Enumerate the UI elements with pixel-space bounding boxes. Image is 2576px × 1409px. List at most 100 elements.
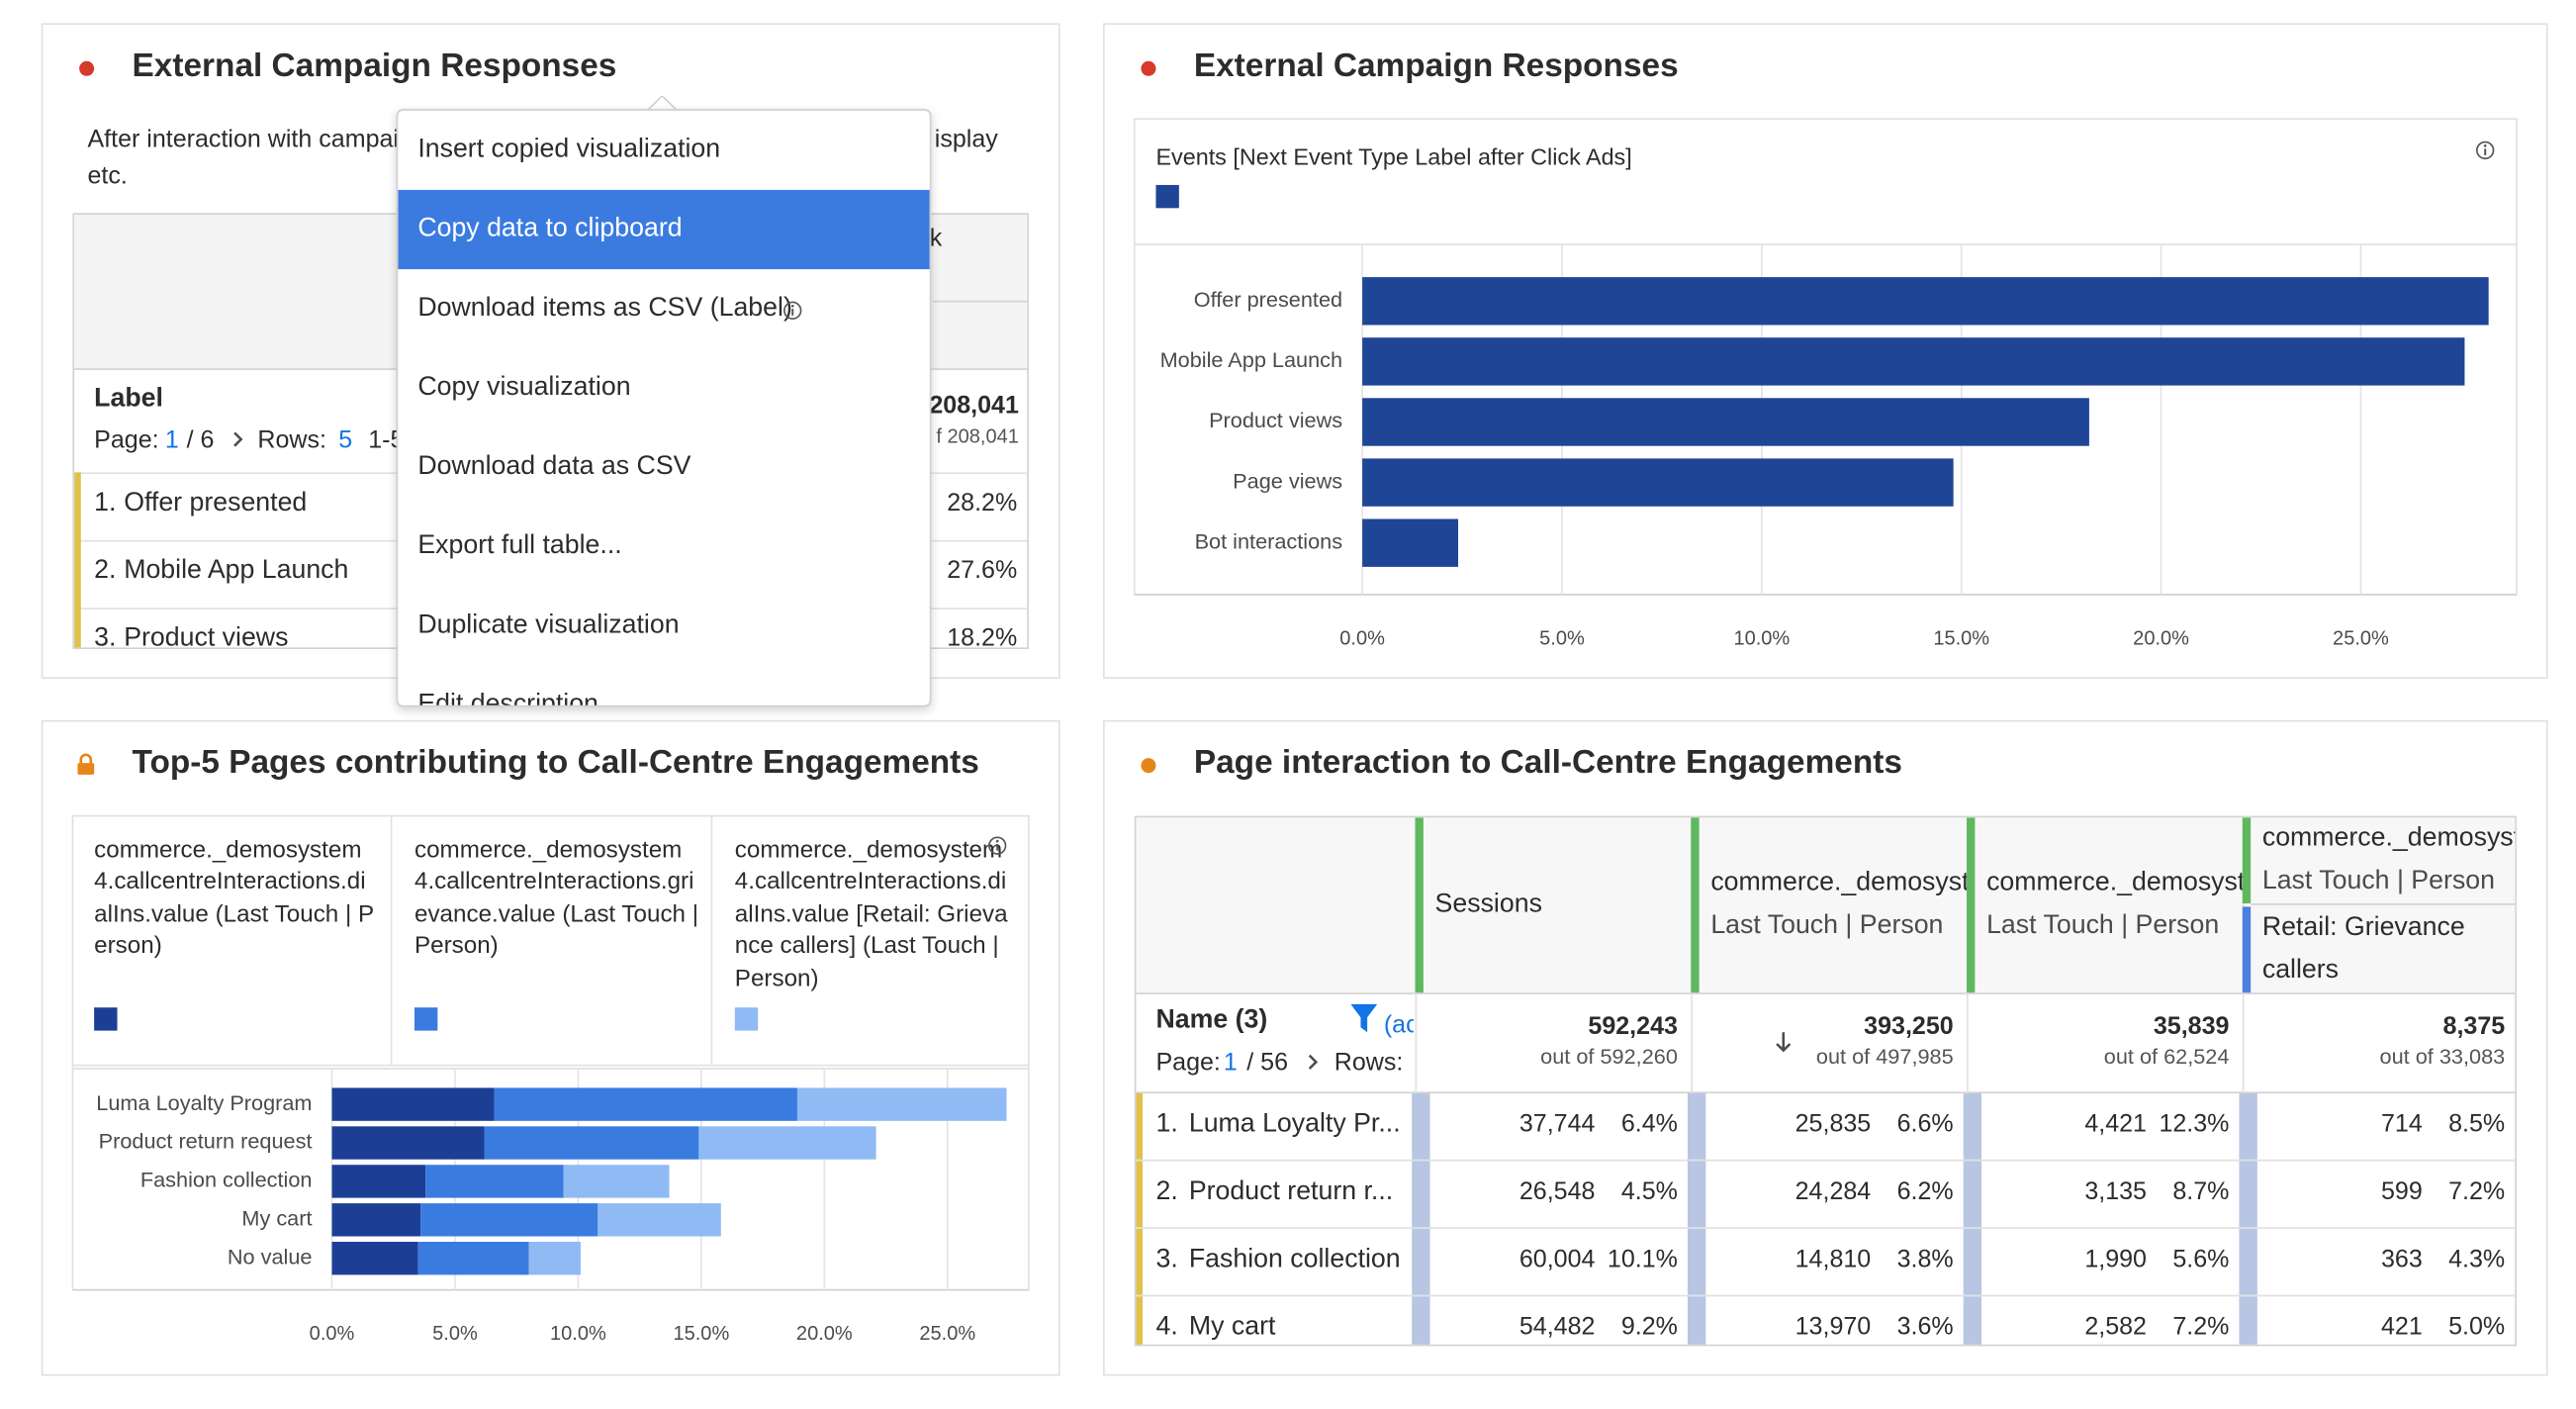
description: isplay: [934, 125, 998, 154]
page-label: Page:: [1155, 1048, 1221, 1078]
menu-item-label[interactable]: Copy data to clipboard: [417, 214, 683, 243]
cell-bar: [1412, 1093, 1430, 1160]
legend-label: Events [Next Event Type Label after Clic…: [1155, 143, 1631, 169]
menu-item[interactable]: Edit description: [398, 666, 929, 707]
row-label: Luma Loyalty Pr...: [1188, 1109, 1401, 1139]
info-ring: [2476, 141, 2495, 160]
cell-percent: 8.7%: [2172, 1177, 2230, 1206]
menu-item-label[interactable]: Download data as CSV: [417, 452, 691, 481]
menu-caret: [647, 95, 678, 112]
divider: [1136, 992, 2516, 994]
menu-item[interactable]: Download items as CSV (Label): [398, 269, 929, 348]
category-label: Offer presented: [1194, 287, 1342, 312]
context-menu: Insert copied visualization Copy data to …: [396, 109, 932, 707]
bar: [1362, 337, 2465, 386]
menu-item[interactable]: Insert copied visualization: [398, 111, 929, 190]
menu-item[interactable]: Duplicate visualization: [398, 587, 929, 666]
bar: [331, 1203, 421, 1237]
column-header-text: commerce._demosyste: [2261, 823, 2517, 853]
page-count: / 6: [186, 425, 215, 455]
cell-bar: [1687, 1161, 1706, 1228]
page-number[interactable]: 1: [164, 425, 179, 455]
filter-shape: [1350, 1003, 1378, 1033]
cell-bar: [1412, 1296, 1430, 1345]
menu-item-label[interactable]: Copy visualization: [417, 373, 631, 402]
column-divider: [2242, 817, 2245, 1345]
cell-value: 4,421: [2084, 1109, 2147, 1139]
page-count: / 56: [1246, 1048, 1289, 1078]
column-header-text: Last Touch | Person: [1710, 911, 1944, 940]
cell-percent: 4.5%: [1620, 1177, 1678, 1206]
row-rank: 2.: [1155, 1177, 1178, 1206]
page-number[interactable]: 1: [1223, 1048, 1238, 1078]
bar: [563, 1165, 670, 1198]
menu-item[interactable]: Export full table...: [398, 507, 929, 586]
info-dot: [2483, 144, 2487, 147]
column-header: commerce._demosyste Last Touch | Person: [1986, 817, 2243, 992]
table: Sessions commerce._demosyste Last Touch | …: [1134, 815, 2517, 1347]
panel-title: External Campaign Responses: [1193, 47, 1679, 85]
cell-bar: [2239, 1161, 2257, 1228]
description: etc.: [87, 161, 128, 190]
row-percent: 27.6%: [947, 556, 1018, 585]
legend-label: commerce._demosystem4.callcentreInteract…: [414, 837, 699, 961]
bar: [1362, 458, 1954, 507]
menu-item-label[interactable]: Edit description: [417, 690, 598, 707]
menu-item-label[interactable]: Export full table...: [417, 531, 622, 560]
row-label: Product return r...: [1188, 1177, 1394, 1206]
cell-percent: 10.1%: [1607, 1245, 1678, 1273]
cell-value: 599: [2380, 1177, 2423, 1206]
total-value: 592,243: [1588, 1012, 1678, 1041]
status-dot: [1141, 758, 1156, 774]
rows-label: Rows:: [257, 425, 326, 455]
x-tick-label: 0.0%: [310, 1323, 355, 1345]
row-divider: [1136, 1294, 2516, 1297]
cell-bar: [2239, 1093, 2257, 1160]
cell-bar: [1963, 1296, 1982, 1345]
menu-item[interactable]: Copy data to clipboard: [398, 189, 930, 270]
cell-bar: [1412, 1161, 1430, 1228]
row-rank: 3.: [1155, 1245, 1178, 1273]
menu-item-label[interactable]: Duplicate visualization: [417, 611, 680, 639]
lock-icon: [77, 753, 95, 775]
x-tick-label: 10.0%: [1733, 627, 1790, 649]
legend-swatch: [94, 1007, 118, 1031]
description: After interaction with campaig: [87, 125, 413, 154]
cell-percent: 6.6%: [1896, 1109, 1954, 1139]
cell-value: 363: [2380, 1245, 2423, 1273]
legend-swatch: [1155, 184, 1179, 209]
chevron: [233, 431, 243, 447]
cell-value: 14,810: [1794, 1245, 1872, 1273]
bar: [1362, 398, 2089, 446]
x-tick-label: 10.0%: [550, 1323, 606, 1345]
chevron: [1308, 1054, 1319, 1070]
menu-item[interactable]: Copy visualization: [398, 348, 929, 427]
cell-percent: 12.3%: [2159, 1109, 2230, 1139]
bar: [420, 1203, 598, 1237]
rows-number[interactable]: 5: [338, 425, 353, 455]
menu-item-label[interactable]: Insert copied visualization: [417, 135, 721, 164]
segment-name: Retail: Grievance callers: [2261, 913, 2465, 985]
legend-swatch: [414, 1007, 438, 1031]
metric-marker: [1415, 817, 1424, 993]
column-header: commerce._demosyste Last Touch | Person: [1710, 817, 1967, 992]
chevron-icon: [1308, 1054, 1319, 1070]
bar: [698, 1126, 876, 1160]
filter-text: (ac: [1383, 1010, 1414, 1039]
sort-arrow: [1776, 1032, 1792, 1053]
info-icon: [2476, 141, 2495, 160]
row-label: My cart: [1188, 1313, 1276, 1342]
menu-item[interactable]: Download data as CSV: [398, 427, 929, 507]
total-value: 393,250: [1864, 1012, 1954, 1041]
cell-percent: 5.0%: [2448, 1313, 2506, 1342]
cell-value: 60,004: [1518, 1245, 1596, 1273]
cell-percent: 6.4%: [1620, 1109, 1678, 1139]
cell-bar: [2239, 1296, 2257, 1345]
row-marker: [1136, 1093, 1144, 1160]
bar: [331, 1165, 426, 1198]
cell-percent: 4.3%: [2448, 1245, 2506, 1273]
panel-title: External Campaign Responses: [132, 47, 617, 85]
row-marker: [1136, 1161, 1144, 1228]
menu-item-label[interactable]: Download items as CSV (Label): [417, 294, 792, 323]
total-of: out of 592,260: [1540, 1043, 1678, 1069]
